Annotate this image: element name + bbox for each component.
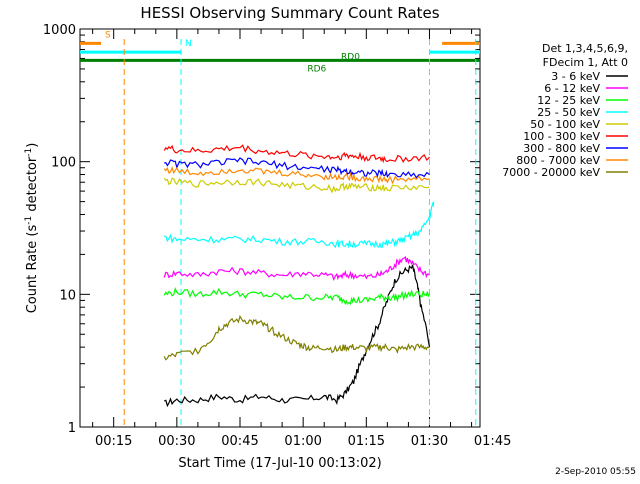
legend-entry-label: 3 - 6 keV bbox=[551, 70, 600, 83]
series-line-2 bbox=[163, 287, 431, 306]
legend-entry-label: 800 - 7000 keV bbox=[516, 154, 600, 167]
legend-entry-label: 6 - 12 keV bbox=[544, 82, 600, 95]
legend-entry-label: 7000 - 20000 keV bbox=[502, 166, 600, 179]
legend-entry-label: 12 - 25 keV bbox=[537, 94, 600, 107]
series-line-3 bbox=[164, 201, 435, 249]
x-tick-label: 00:30 bbox=[158, 434, 195, 449]
series-line-5 bbox=[163, 144, 430, 164]
series-line-8 bbox=[163, 314, 430, 361]
x-tick-label: 01:15 bbox=[348, 434, 385, 449]
legend-header: FDecim 1, Att 0 bbox=[543, 56, 628, 69]
legend: Det 1,3,4,5,6,9,FDecim 1, Att 03 - 6 keV… bbox=[502, 42, 628, 179]
x-tick-label: 01:45 bbox=[474, 434, 511, 449]
x-tick-label: 01:30 bbox=[411, 434, 448, 449]
series-line-6 bbox=[164, 157, 430, 179]
state-label: N bbox=[185, 39, 192, 49]
series-line-0 bbox=[163, 264, 431, 408]
y-tick-label: 100 bbox=[51, 156, 76, 171]
legend-entry-label: 25 - 50 keV bbox=[537, 106, 600, 119]
state-lines: S N RD0 RD6 bbox=[80, 30, 480, 427]
tick-marks bbox=[80, 29, 480, 428]
legend-entry-label: 100 - 300 keV bbox=[523, 130, 600, 143]
x-tick-label: 01:00 bbox=[284, 434, 321, 449]
series-lines bbox=[163, 144, 435, 408]
series-line-4 bbox=[163, 177, 430, 194]
legend-header: Det 1,3,4,5,6,9, bbox=[542, 42, 628, 55]
x-tick-label: 00:15 bbox=[95, 434, 132, 449]
y-axis-label: Count Rate (s-1 detector-1) bbox=[24, 143, 40, 314]
state-label: RD0 bbox=[341, 52, 360, 62]
chart-title: HESSI Observing Summary Count Rates bbox=[140, 4, 439, 22]
y-tick-label: 1000 bbox=[43, 23, 76, 38]
y-tick-label: 1 bbox=[68, 421, 76, 436]
series-line-1 bbox=[163, 255, 430, 281]
y-tick-labels: 1 10 100 1000 bbox=[43, 23, 76, 436]
x-tick-labels: 00:15 00:30 00:45 01:00 01:15 01:30 01:45 bbox=[95, 434, 511, 449]
state-label: RD6 bbox=[307, 65, 326, 75]
footer-date: 2-Sep-2010 05:55 bbox=[555, 467, 636, 477]
x-axis-label: Start Time (17-Jul-10 00:13:02) bbox=[178, 456, 381, 471]
legend-entry-label: 50 - 100 keV bbox=[530, 118, 600, 131]
legend-entry-label: 300 - 800 keV bbox=[523, 142, 600, 155]
state-label: S bbox=[105, 30, 111, 40]
y-tick-label: 10 bbox=[59, 288, 76, 303]
series-line-7 bbox=[163, 166, 430, 185]
plot-frame bbox=[79, 28, 481, 428]
x-tick-label: 00:45 bbox=[221, 434, 258, 449]
